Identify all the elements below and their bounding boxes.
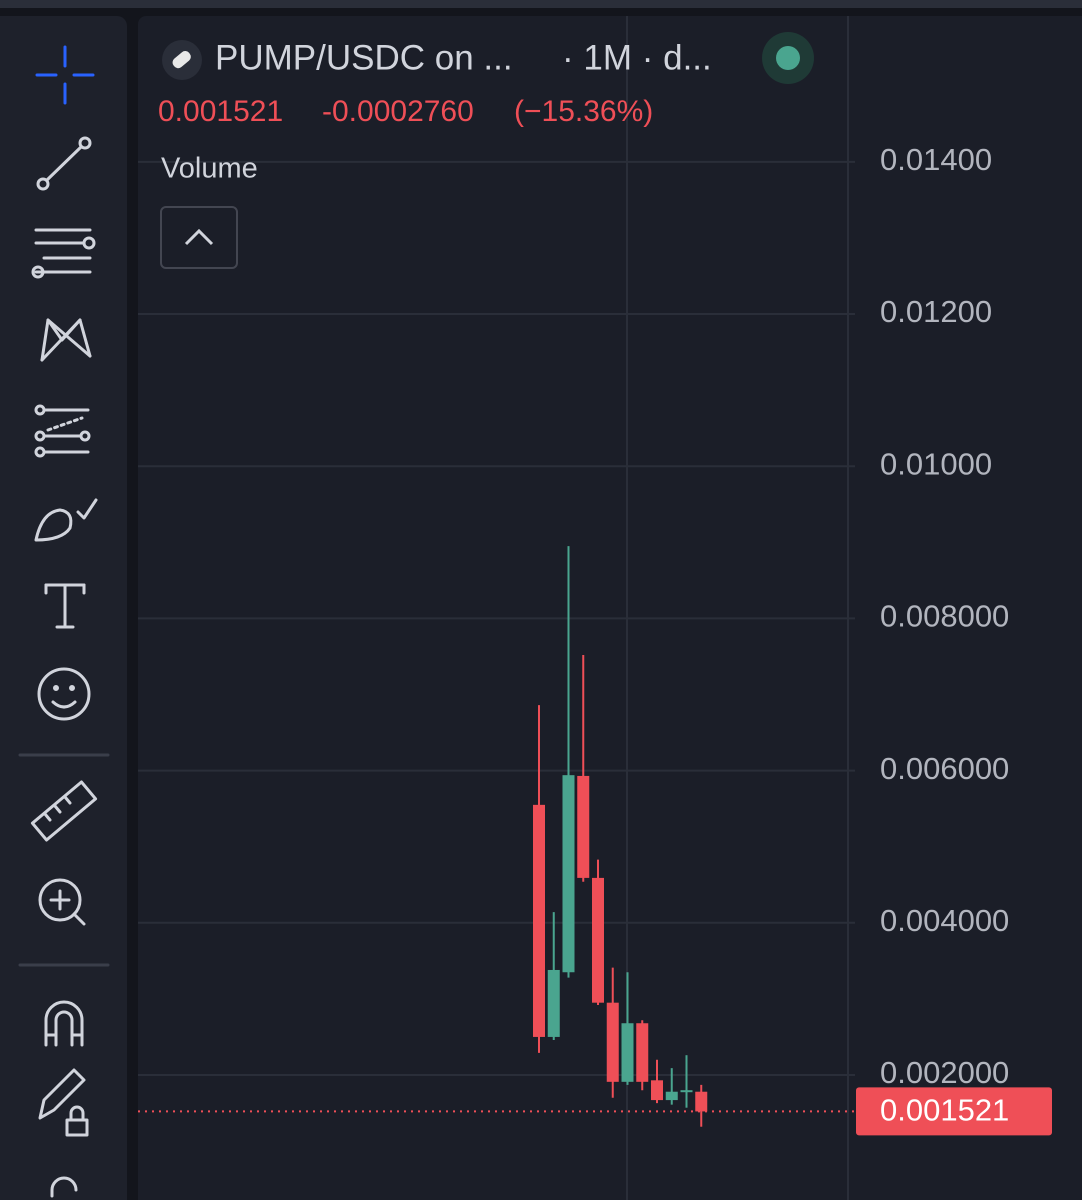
candle-body — [621, 1023, 634, 1082]
toolbar — [0, 16, 127, 1200]
ruler-tool[interactable] — [30, 780, 98, 842]
collapse-button[interactable] — [160, 206, 238, 269]
toolbar-icons — [18, 45, 110, 1198]
last-price-tag — [856, 1087, 1052, 1136]
candle-body — [695, 1091, 708, 1112]
y-tick-label: 0.004000 — [880, 903, 1009, 938]
y-tick-label: 0.006000 — [880, 751, 1009, 786]
price-change-pct: (−15.36%) — [514, 95, 653, 128]
candle-body — [562, 775, 575, 973]
y-tick-label: 0.01000 — [880, 446, 992, 481]
plot: 0.002000 0.004000 0.006000 0.008000 0.01000 0… — [138, 142, 1009, 1127]
emoji-tool[interactable] — [37, 667, 91, 721]
collapse-icon — [184, 228, 214, 246]
candle-body — [547, 969, 560, 1037]
top-bar — [0, 0, 1082, 8]
projection-tool[interactable] — [34, 404, 91, 458]
candle-body — [665, 1091, 678, 1101]
indicator-label: Volume — [161, 153, 258, 185]
candle-body — [606, 1002, 619, 1082]
symbol-icon-pill — [172, 51, 191, 69]
candle-body — [636, 1023, 649, 1082]
candle-body — [680, 1090, 693, 1093]
trend-line-tool[interactable] — [36, 136, 92, 191]
y-tick-label: 0.01200 — [880, 294, 992, 329]
chart-panel — [138, 16, 1082, 1200]
magnet-tool[interactable] — [44, 1000, 84, 1047]
y-tick-label: 0.01400 — [880, 142, 992, 177]
status-dot — [776, 46, 800, 70]
lock-drawings-tool[interactable] — [38, 1068, 89, 1137]
crosshair-tool[interactable] — [35, 45, 95, 105]
fib-tool[interactable] — [31, 228, 96, 279]
symbol-title: PUMP/USDC on ... — [215, 38, 513, 77]
unlock-tool[interactable] — [50, 1176, 78, 1198]
brush-tool[interactable] — [34, 498, 98, 542]
pattern-tool[interactable] — [40, 318, 92, 362]
y-tick-label: 0.008000 — [880, 599, 1009, 634]
last-price-tag-label: 0.001521 — [880, 1093, 1009, 1128]
y-tick-label: 0.002000 — [880, 1055, 1009, 1090]
candle-body — [577, 775, 590, 878]
text-tool[interactable] — [44, 583, 86, 629]
price-change: -0.0002760 — [322, 95, 474, 128]
interval-label: · 1M · d... — [562, 38, 712, 77]
candle-body — [592, 877, 604, 1003]
last-price: 0.001521 — [158, 95, 283, 128]
candle-body — [533, 804, 545, 1037]
zoom-tool[interactable] — [38, 878, 86, 926]
candle-body — [651, 1080, 663, 1101]
